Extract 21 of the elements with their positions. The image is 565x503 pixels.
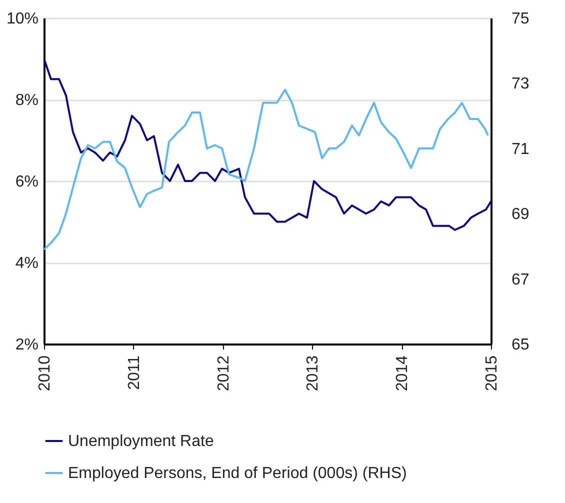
x-tick-label: 2015 [484, 355, 500, 392]
y2-tick-label: 75 [512, 10, 530, 28]
y-tick-label: 6% [15, 174, 38, 190]
legend-label: Unemployment Rate [68, 433, 214, 450]
x-tick-label: 2010 [36, 355, 54, 392]
y-tick-label: 10% [6, 10, 38, 28]
y-tick-label: 2% [15, 336, 38, 354]
y-tick-label: 8% [15, 92, 38, 109]
y-tick-label: 4% [15, 255, 38, 272]
x-tick-label: 2013 [304, 355, 322, 392]
y2-tick-label: 65 [512, 336, 530, 354]
y2-tick-label: 71 [512, 140, 530, 158]
x-tick-label: 2011 [126, 355, 143, 390]
line-series [44, 58, 491, 231]
y2-tick-label: 67 [512, 271, 530, 288]
y2-tick-label: 69 [512, 206, 530, 224]
y2-tick-label: 73 [512, 76, 530, 93]
legend-label: Employed Persons, End of Period (000s) (RHS) [68, 465, 407, 482]
x-tick-label: 2012 [215, 355, 232, 392]
line-series [44, 88, 489, 250]
x-tick-label: 2014 [394, 355, 412, 392]
